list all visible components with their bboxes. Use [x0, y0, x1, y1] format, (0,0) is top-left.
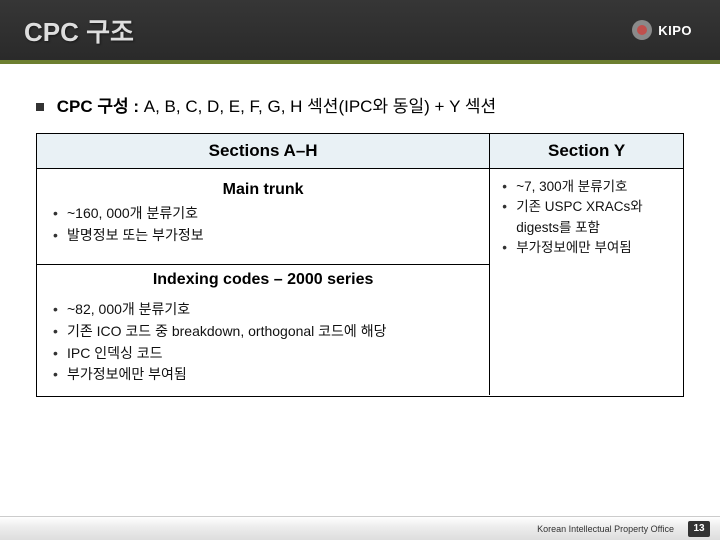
- logo-icon: [632, 20, 652, 40]
- section-y-cell: ~7, 300개 분류기호 기존 USPC XRACs와 digests를 포함…: [489, 169, 683, 395]
- page-number: 13: [688, 521, 710, 537]
- column-sections-ah: Sections A–H Main trunk ~160, 000개 분류기호 …: [37, 134, 489, 396]
- logo-text: KIPO: [658, 23, 692, 38]
- list-item: 부가정보에만 부여됨: [67, 364, 477, 386]
- list-item: ~160, 000개 분류기호: [67, 203, 477, 225]
- indexing-label: Indexing codes – 2000 series: [37, 264, 489, 295]
- list-item: 발명정보 또는 부가정보: [67, 225, 477, 247]
- subheader-prefix: CPC 구성 :: [57, 97, 139, 116]
- structure-table: Sections A–H Main trunk ~160, 000개 분류기호 …: [36, 133, 684, 397]
- section-y-list: ~7, 300개 분류기호 기존 USPC XRACs와 digests를 포함…: [502, 177, 671, 258]
- subheader-text: A, B, C, D, E, F, G, H 섹션(IPC와 동일) + Y 섹…: [144, 97, 496, 116]
- column-section-y: Section Y ~7, 300개 분류기호 기존 USPC XRACs와 d…: [489, 134, 683, 396]
- indexing-cell: Indexing codes – 2000 series ~82, 000개 분…: [37, 256, 489, 396]
- kipo-logo: KIPO: [632, 20, 692, 40]
- list-item: 기존 USPC XRACs와 digests를 포함: [516, 197, 671, 238]
- list-item: IPC 인덱싱 코드: [67, 343, 477, 365]
- main-trunk-label: Main trunk: [49, 177, 477, 203]
- list-item: 부가정보에만 부여됨: [516, 238, 671, 258]
- indexing-list: ~82, 000개 분류기호 기존 ICO 코드 중 breakdown, or…: [49, 299, 477, 386]
- main-trunk-list: ~160, 000개 분류기호 발명정보 또는 부가정보: [49, 203, 477, 246]
- bullet-square-icon: [36, 103, 44, 111]
- content-area: CPC 구성 : A, B, C, D, E, F, G, H 섹션(IPC와 …: [0, 64, 720, 397]
- th-left: Sections A–H: [37, 134, 489, 169]
- slide-header: CPC 구조 KIPO: [0, 0, 720, 64]
- footer-org: Korean Intellectual Property Office: [537, 524, 674, 534]
- subheader: CPC 구성 : A, B, C, D, E, F, G, H 섹션(IPC와 …: [36, 92, 684, 117]
- list-item: ~82, 000개 분류기호: [67, 299, 477, 321]
- slide-footer: Korean Intellectual Property Office 13: [0, 516, 720, 540]
- main-trunk-cell: Main trunk ~160, 000개 분류기호 발명정보 또는 부가정보: [37, 169, 489, 256]
- page-title: CPC 구조: [24, 12, 134, 49]
- th-right: Section Y: [489, 134, 683, 169]
- list-item: ~7, 300개 분류기호: [516, 177, 671, 197]
- list-item: 기존 ICO 코드 중 breakdown, orthogonal 코드에 해당: [67, 321, 477, 343]
